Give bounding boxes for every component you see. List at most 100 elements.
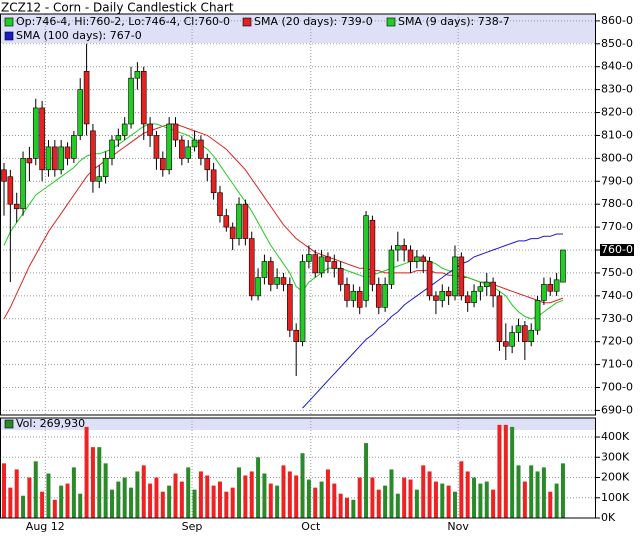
candle-body bbox=[229, 226, 236, 239]
y-tick-label: 770-0 bbox=[601, 220, 633, 233]
volume-bar bbox=[129, 487, 134, 518]
volume-bar bbox=[198, 471, 203, 518]
candle-body bbox=[96, 176, 103, 182]
y-tick-label: 790-0 bbox=[601, 174, 633, 187]
y-tick-label: 780-0 bbox=[601, 197, 633, 210]
y-tick-label: 200K bbox=[601, 471, 630, 484]
panel-frame bbox=[0, 13, 596, 416]
candle-body bbox=[363, 215, 369, 301]
volume-bar bbox=[478, 483, 483, 518]
candle-body bbox=[248, 238, 255, 297]
volume-bar bbox=[21, 495, 26, 518]
volume-bar bbox=[8, 487, 13, 518]
y-tick-label: 800-0 bbox=[601, 151, 633, 164]
volume-bar bbox=[325, 469, 330, 518]
candle-body bbox=[52, 146, 58, 171]
y-tick-label: 860-0 bbox=[601, 14, 633, 27]
legend-label: SMA (9 days): 738-7 bbox=[398, 15, 510, 28]
candle-body bbox=[20, 158, 26, 210]
legend-label: SMA (100 days): 767-0 bbox=[16, 29, 142, 42]
candle-body bbox=[325, 256, 331, 262]
volume-bar bbox=[440, 483, 445, 518]
volume-bar bbox=[78, 493, 83, 518]
volume-bar bbox=[103, 463, 108, 518]
candle-body bbox=[121, 123, 128, 136]
y-tick-label: 740-0 bbox=[601, 289, 633, 302]
candle-body bbox=[522, 325, 528, 342]
volume-bar bbox=[383, 485, 388, 518]
volume-bar bbox=[560, 463, 565, 518]
candle-body bbox=[477, 286, 484, 292]
volume-bar bbox=[217, 481, 222, 518]
volume-bar bbox=[484, 481, 489, 518]
volume-bar bbox=[510, 426, 515, 518]
y-tick-label: 840-0 bbox=[601, 60, 633, 73]
volume-bar bbox=[237, 467, 242, 518]
candle-body bbox=[369, 219, 376, 285]
volume-bar bbox=[535, 471, 540, 518]
volume-bar bbox=[313, 487, 318, 518]
candle-body bbox=[312, 254, 319, 274]
volume-bar bbox=[90, 447, 95, 518]
volume-bar bbox=[154, 477, 159, 518]
candle-body bbox=[223, 215, 230, 228]
y-tick-label: 690-0 bbox=[601, 403, 633, 416]
candle-body bbox=[267, 261, 274, 285]
y-tick-label: 830-0 bbox=[601, 83, 633, 96]
volume-bar bbox=[148, 483, 153, 518]
volume-bar bbox=[351, 499, 356, 518]
legend-swatch bbox=[4, 31, 14, 41]
x-tick-label: Nov bbox=[447, 520, 469, 533]
candle-body bbox=[331, 261, 338, 269]
candle-body bbox=[287, 284, 293, 331]
candle-body bbox=[528, 329, 535, 342]
volume-bar bbox=[503, 424, 508, 518]
sma-line bbox=[302, 233, 563, 409]
candle-body bbox=[39, 107, 45, 171]
candle-body bbox=[280, 277, 287, 285]
volume-bar bbox=[452, 491, 457, 518]
candle-body bbox=[153, 135, 160, 159]
volume-bar bbox=[211, 485, 216, 518]
volume-bar bbox=[389, 469, 394, 518]
volume-bar bbox=[65, 483, 70, 518]
candle-body bbox=[433, 295, 439, 301]
candle-body bbox=[395, 245, 401, 251]
candle-body bbox=[134, 70, 141, 79]
legend-label: SMA (20 days): 739-0 bbox=[254, 15, 373, 28]
candle-body bbox=[58, 146, 64, 171]
legend-swatch bbox=[4, 419, 14, 429]
candle-body bbox=[217, 192, 223, 216]
candle-body bbox=[32, 107, 39, 159]
candle-body bbox=[503, 341, 509, 347]
volume-bar bbox=[84, 426, 89, 518]
volume-bar bbox=[116, 481, 121, 518]
y-tick-label: 760-0 bbox=[601, 243, 633, 256]
volume-bar bbox=[59, 485, 64, 518]
volume-bar bbox=[516, 465, 521, 518]
candle-body bbox=[140, 70, 147, 125]
y-tick-label: 710-0 bbox=[601, 358, 633, 371]
volume-bar bbox=[167, 485, 172, 518]
candle-body bbox=[147, 123, 153, 136]
sma-line bbox=[3, 123, 564, 320]
volume-bar bbox=[332, 483, 337, 518]
volume-bar bbox=[40, 491, 45, 518]
candle-body bbox=[293, 329, 299, 342]
candle-body bbox=[515, 325, 522, 333]
candle-body bbox=[414, 256, 420, 262]
volume-bar bbox=[275, 485, 280, 518]
candle-body bbox=[458, 256, 465, 297]
candle-body bbox=[45, 146, 52, 171]
volume-bar bbox=[395, 493, 400, 518]
volume-bar bbox=[33, 461, 38, 518]
volume-bar bbox=[376, 489, 381, 518]
candle-body bbox=[83, 70, 90, 125]
volume-bar bbox=[268, 483, 273, 518]
volume-bar bbox=[306, 479, 311, 518]
volume-bar bbox=[281, 465, 286, 518]
volume-bar bbox=[357, 477, 362, 518]
volume-bar bbox=[97, 447, 102, 518]
volume-bar bbox=[135, 471, 140, 518]
